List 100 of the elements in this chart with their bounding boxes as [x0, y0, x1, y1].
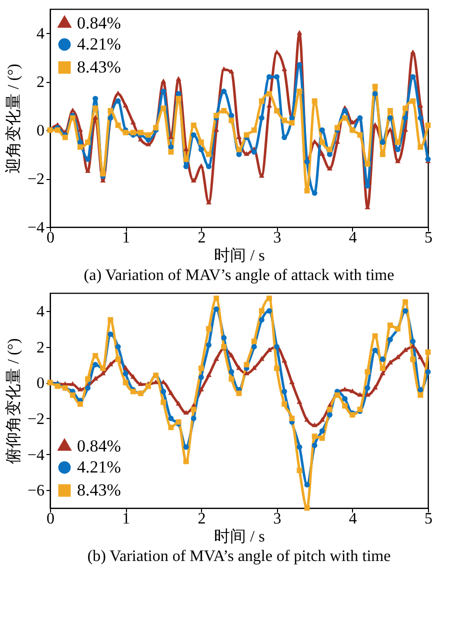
point	[418, 387, 424, 392]
point	[153, 379, 159, 384]
point	[251, 365, 257, 370]
point	[319, 435, 325, 441]
point	[319, 417, 325, 422]
point	[183, 410, 189, 415]
point	[251, 338, 257, 344]
point	[183, 156, 189, 162]
point	[266, 308, 272, 314]
point	[326, 412, 332, 418]
point	[258, 115, 264, 121]
point	[236, 390, 242, 396]
point	[334, 392, 340, 398]
point	[130, 120, 136, 124]
point	[236, 152, 242, 158]
y-tick-label: −6	[27, 482, 44, 500]
point	[85, 139, 91, 145]
point	[122, 102, 128, 108]
point	[228, 68, 234, 74]
point	[418, 354, 424, 360]
point	[387, 115, 393, 121]
point	[236, 365, 242, 370]
point	[206, 200, 212, 204]
point	[402, 308, 408, 314]
point	[395, 158, 400, 164]
point	[190, 406, 196, 412]
point	[160, 400, 166, 406]
point	[387, 108, 393, 114]
point	[364, 369, 370, 375]
point	[198, 163, 204, 168]
point	[402, 115, 408, 121]
point	[364, 183, 370, 189]
point	[214, 112, 220, 118]
point	[319, 151, 325, 156]
x-tick-label: 1	[122, 510, 130, 528]
x-axis-title: 时间 / s	[214, 246, 265, 264]
point	[326, 146, 332, 152]
point	[364, 392, 370, 397]
point	[410, 74, 416, 80]
point	[92, 114, 98, 120]
point	[380, 152, 386, 158]
point	[92, 106, 98, 112]
point	[138, 130, 144, 136]
legend-label: 4.21%	[77, 458, 121, 476]
point	[206, 372, 212, 377]
point	[92, 352, 98, 358]
point	[251, 344, 257, 350]
point	[266, 296, 272, 302]
point	[214, 126, 220, 132]
point	[62, 134, 68, 140]
legend-label: 4.21%	[77, 34, 121, 54]
y-tick-label: −2	[27, 171, 44, 188]
point	[214, 306, 220, 312]
point	[342, 403, 348, 409]
point	[266, 91, 272, 97]
point	[92, 96, 98, 102]
y-axis-title: 俯仰角变化量 / (°)	[4, 338, 22, 464]
point	[190, 122, 196, 128]
point	[395, 146, 400, 152]
point	[228, 118, 234, 124]
point	[258, 98, 264, 104]
x-tick-label: 4	[348, 230, 357, 246]
point	[418, 392, 424, 398]
x-tick-label: 1	[122, 230, 130, 246]
point	[190, 416, 196, 422]
point	[70, 108, 76, 112]
legend-label: 8.43%	[77, 58, 121, 76]
point	[228, 352, 234, 358]
point	[304, 417, 310, 422]
point	[168, 424, 174, 430]
point	[244, 132, 250, 138]
y-tick-label: −4	[27, 220, 44, 236]
point	[387, 322, 393, 328]
point	[70, 392, 76, 398]
point	[296, 399, 302, 404]
point	[122, 370, 128, 376]
point	[289, 416, 295, 422]
point	[176, 76, 182, 81]
point	[334, 124, 340, 130]
point	[108, 108, 114, 114]
point	[296, 88, 302, 94]
point	[372, 333, 378, 339]
point	[176, 96, 182, 102]
point	[304, 505, 310, 511]
point	[380, 356, 386, 362]
y-tick-label: 0	[36, 122, 44, 140]
point	[221, 335, 227, 341]
point	[198, 374, 204, 380]
point	[319, 428, 325, 434]
x-tick-label: 5	[424, 230, 432, 246]
legend-label: 0.84%	[77, 14, 121, 32]
point	[244, 362, 250, 368]
point	[198, 146, 204, 152]
x-tick-label: 2	[198, 230, 206, 246]
point	[85, 385, 91, 391]
point	[221, 66, 227, 72]
point	[282, 388, 288, 394]
point	[334, 139, 340, 144]
point	[312, 422, 318, 428]
point	[78, 144, 83, 150]
